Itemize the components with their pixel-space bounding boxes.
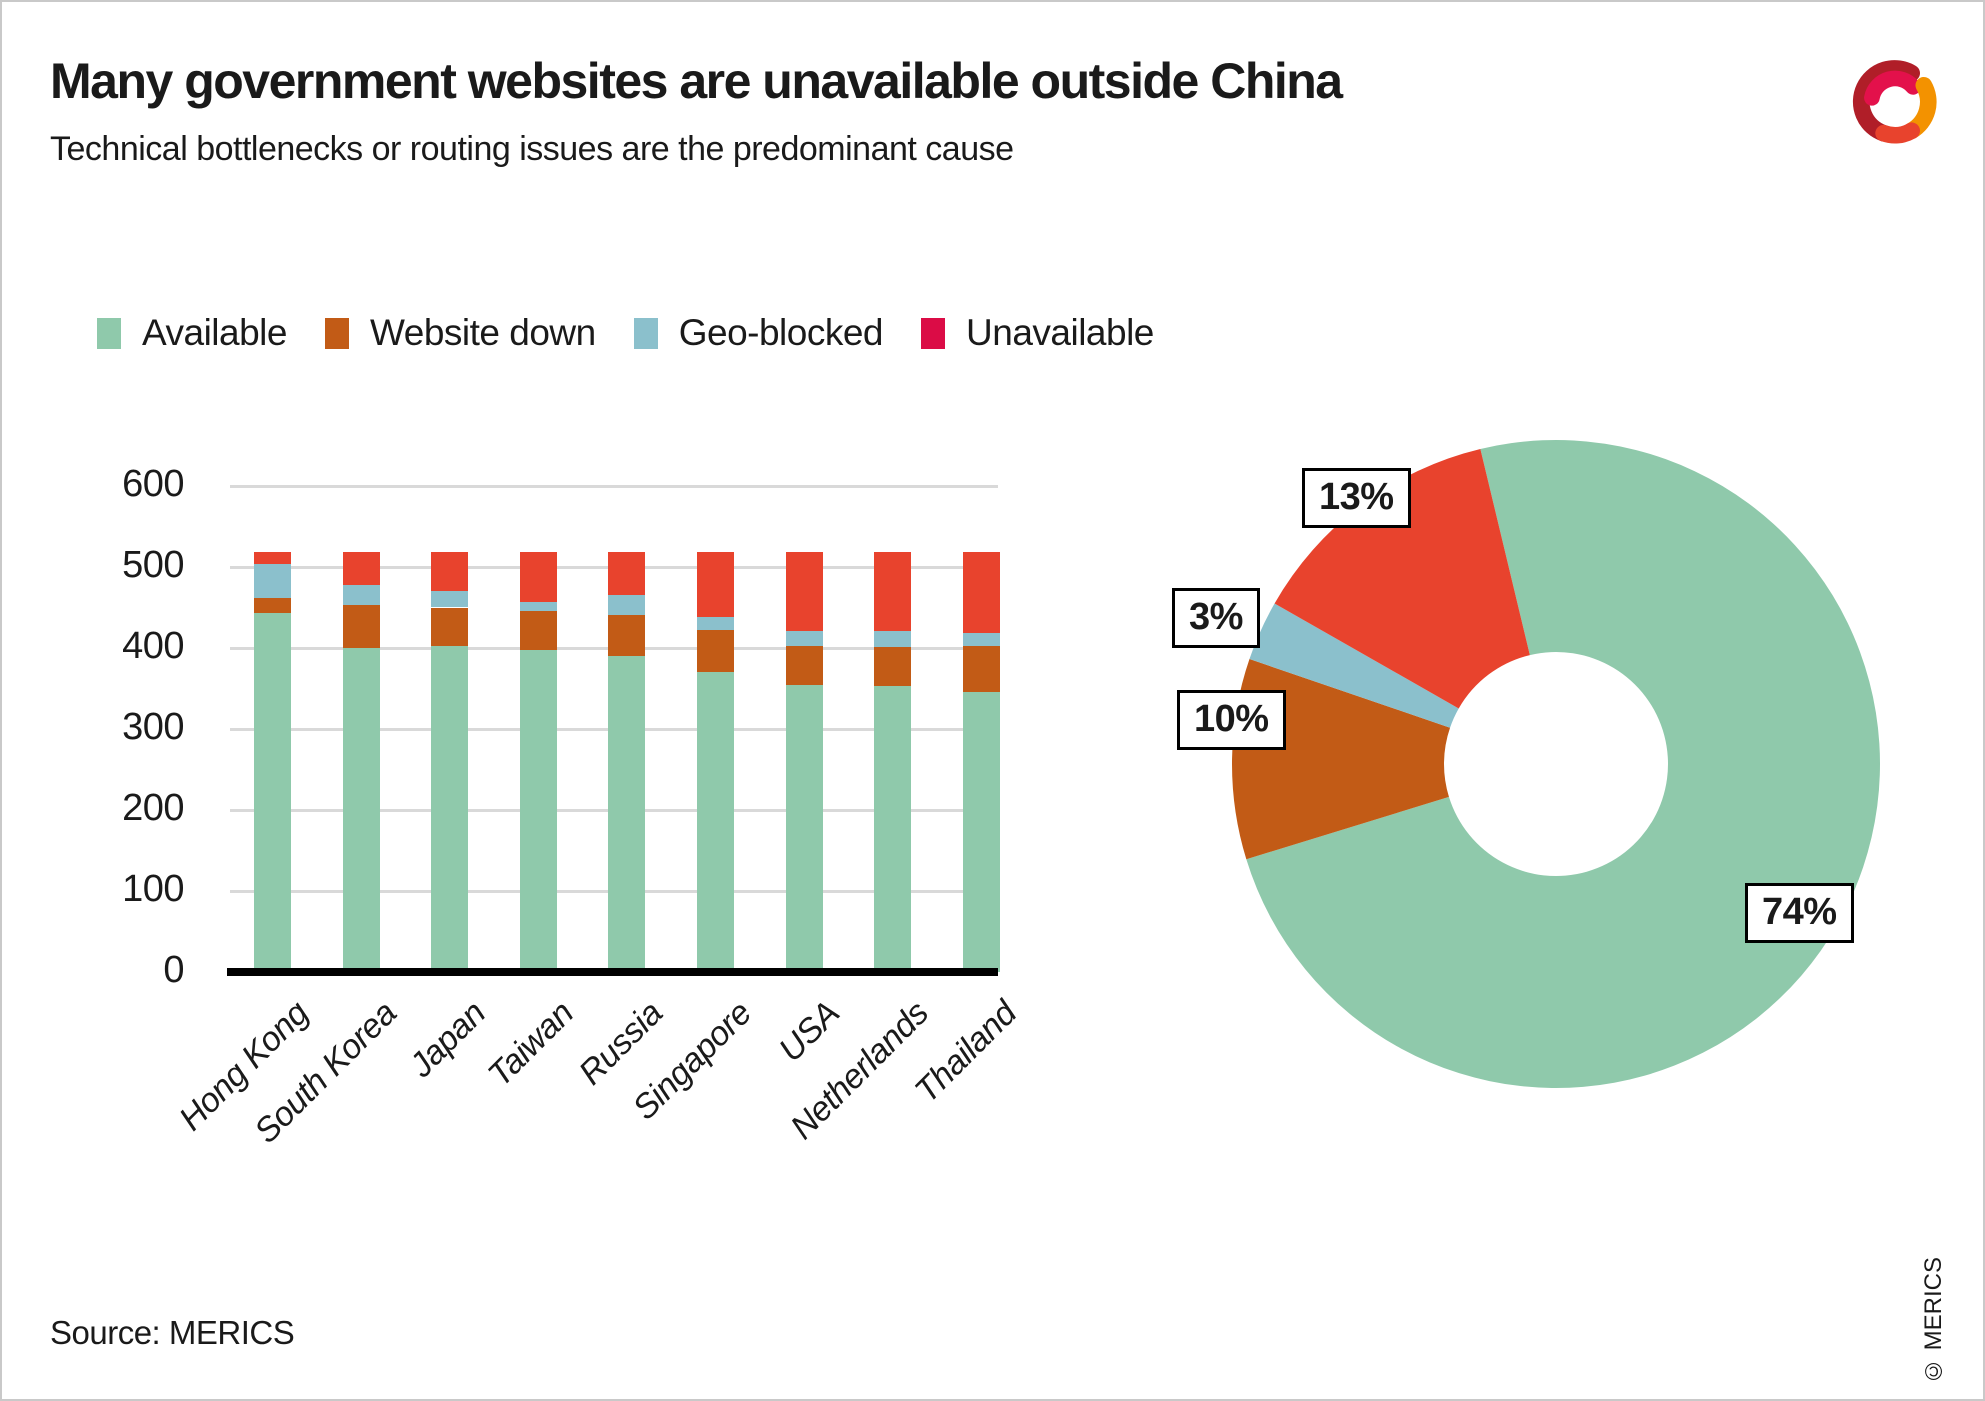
donut-chart [1231, 439, 1880, 1088]
bar-south-korea-unavailable [342, 552, 380, 585]
y-tick-label-400: 400 [122, 625, 184, 667]
bar-japan-available [431, 645, 469, 972]
donut-label-geo-blocked: 3% [1172, 588, 1260, 648]
x-label-japan: Japan [401, 994, 493, 1085]
bar-netherlands-website-down [874, 647, 912, 687]
donut-slice-unavailable [1274, 448, 1530, 709]
legend-swatch-unavailable [921, 317, 946, 349]
legend-label: Available [142, 312, 287, 353]
y-tick-label-100: 100 [122, 868, 184, 910]
bar-russia-website-down [608, 614, 646, 657]
bar-singapore-available [697, 672, 734, 972]
bar-hong-kong-geo-blocked [254, 563, 291, 598]
legend-swatch-available [97, 317, 121, 349]
y-tick-label-0: 0 [163, 949, 184, 991]
bar-russia-unavailable [608, 552, 646, 596]
x-label-taiwan: Taiwan [481, 994, 582, 1095]
copyright-note: © MERICS [1920, 1256, 1947, 1384]
bar-hong-kong-unavailable [254, 552, 291, 564]
bar-singapore-geo-blocked [697, 617, 734, 631]
bar-thailand-geo-blocked [962, 632, 1000, 647]
bar-hong-kong-website-down [254, 597, 291, 614]
donut-slice-geo-blocked [1249, 603, 1459, 728]
legend-item-geo-blocked: Geo-blocked [633, 312, 884, 354]
bar-usa-geo-blocked [785, 630, 823, 646]
bar-taiwan-website-down [519, 610, 557, 651]
bar-netherlands-geo-blocked [874, 630, 912, 648]
x-axis-category-labels: Hong Kong South Korea Japan Taiwan Russia Sin… [2, 994, 1052, 1224]
y-tick-label-600: 600 [122, 463, 184, 505]
y-tick-label-200: 200 [122, 787, 184, 829]
bar-japan-unavailable [431, 552, 469, 592]
bar-hong-kong-available [254, 613, 291, 972]
bar-taiwan-geo-blocked [519, 601, 557, 611]
y-tick-label-300: 300 [122, 706, 184, 748]
bar-south-korea-geo-blocked [342, 584, 380, 606]
bar-usa-available [785, 685, 823, 972]
donut-label-website-down: 10% [1177, 690, 1286, 750]
bar-thailand-available [962, 691, 1000, 972]
bar-netherlands-unavailable [874, 552, 912, 631]
bar-usa-website-down [785, 645, 823, 686]
legend-swatch-website-down [324, 317, 349, 349]
bar-south-korea-available [342, 648, 380, 972]
bar-thailand-unavailable [962, 552, 1000, 633]
legend-item-website-down: Website down [324, 312, 596, 354]
donut-label-unavailable: 13% [1302, 468, 1411, 528]
bar-singapore-website-down [697, 630, 734, 673]
legend-label: Geo-blocked [678, 312, 884, 353]
legend-label: Unavailable [966, 312, 1154, 353]
bar-russia-geo-blocked [608, 595, 646, 615]
legend: Available Website down Geo-blocked Unavaila… [97, 312, 1154, 354]
page-subtitle: Technical bottlenecks or routing issues … [50, 130, 1014, 168]
legend-item-available: Available [97, 312, 287, 354]
bar-netherlands-available [874, 686, 912, 972]
bar-thailand-website-down [962, 646, 1000, 692]
merics-logo [1852, 60, 1937, 144]
y-tick-label-500: 500 [122, 544, 184, 586]
legend-label: Website down [369, 312, 596, 353]
legend-item-unavailable: Unavailable [921, 312, 1154, 354]
bar-usa-unavailable [785, 552, 823, 631]
gridline-600 [230, 485, 998, 488]
legend-swatch-geo-blocked [633, 317, 658, 349]
x-label-usa: USA [771, 994, 847, 1070]
bar-taiwan-unavailable [519, 552, 557, 602]
bar-japan-website-down [431, 607, 469, 646]
bar-south-korea-website-down [342, 605, 380, 648]
x-axis-line [227, 968, 998, 976]
source-note: Source: MERICS [50, 1314, 295, 1351]
page-title: Many government websites are unavailable… [50, 53, 1343, 109]
bar-singapore-unavailable [697, 552, 734, 618]
bar-taiwan-available [519, 650, 557, 972]
donut-slice-available [1246, 439, 1880, 1088]
donut-label-available: 74% [1745, 883, 1854, 943]
bar-russia-available [608, 656, 646, 972]
stacked-bar-chart [230, 485, 1000, 972]
donut-slice-website-down [1231, 659, 1451, 860]
bar-japan-geo-blocked [431, 591, 469, 608]
